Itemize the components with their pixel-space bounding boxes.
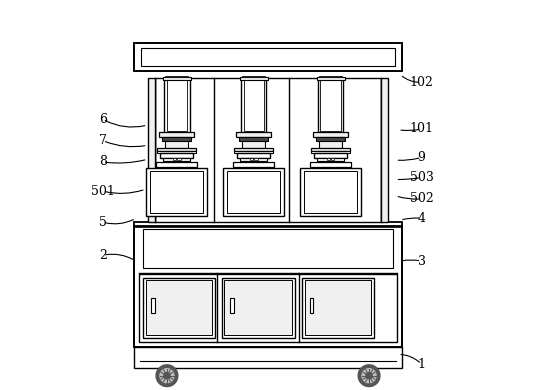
Bar (150, 171, 203, 213)
Polygon shape (362, 369, 376, 383)
Bar (311, 148, 350, 151)
Bar (225, 280, 292, 335)
Bar (173, 158, 176, 160)
Text: 501: 501 (91, 184, 115, 198)
Bar (239, 137, 269, 140)
Bar (155, 78, 381, 222)
Bar (311, 151, 350, 153)
Bar (314, 152, 347, 158)
Bar (134, 347, 402, 368)
Bar (134, 226, 402, 227)
Text: 8: 8 (99, 156, 107, 168)
Bar (178, 159, 180, 161)
Bar (304, 280, 371, 335)
Bar (250, 159, 252, 161)
Bar (310, 298, 314, 313)
Bar (157, 151, 196, 153)
Bar (174, 159, 175, 161)
Bar (157, 148, 196, 151)
Bar (381, 78, 388, 222)
Bar (321, 80, 341, 131)
Bar (317, 158, 344, 161)
Bar (148, 78, 155, 222)
Bar (134, 43, 402, 71)
Bar (255, 158, 257, 160)
Text: 5: 5 (99, 216, 107, 229)
Bar (167, 80, 187, 131)
Bar (324, 160, 338, 162)
Bar (163, 158, 190, 161)
Bar (164, 78, 190, 133)
Bar (162, 137, 191, 140)
Bar (146, 280, 212, 335)
Bar (134, 222, 402, 226)
Bar (304, 171, 357, 213)
Bar (143, 278, 215, 338)
Bar (170, 160, 184, 162)
Polygon shape (366, 372, 372, 379)
Bar (316, 137, 345, 140)
Bar (332, 159, 334, 161)
Text: 102: 102 (410, 76, 434, 89)
Bar (165, 140, 188, 148)
Bar (241, 78, 266, 133)
Text: 502: 502 (410, 192, 434, 206)
Bar (318, 78, 344, 133)
Polygon shape (160, 369, 174, 383)
Bar (177, 158, 181, 160)
Bar (310, 162, 351, 167)
Text: 503: 503 (410, 171, 434, 184)
Bar (317, 77, 345, 80)
Bar (242, 140, 265, 148)
Bar (143, 229, 393, 268)
Bar (230, 298, 234, 313)
Text: 6: 6 (99, 113, 107, 126)
Bar (327, 159, 330, 161)
Bar (236, 133, 271, 138)
Bar (255, 159, 257, 161)
Bar (247, 160, 260, 162)
Bar (233, 162, 274, 167)
Text: 4: 4 (418, 212, 426, 225)
Text: 9: 9 (418, 151, 426, 164)
Text: 2: 2 (99, 249, 107, 262)
Bar (234, 151, 273, 153)
Bar (319, 140, 342, 148)
Bar (224, 168, 284, 216)
Bar (240, 77, 267, 80)
Bar (234, 148, 273, 151)
Bar (313, 133, 348, 138)
Bar (250, 158, 253, 160)
Bar (243, 80, 264, 131)
Text: 101: 101 (410, 122, 434, 135)
Bar (319, 76, 342, 77)
Bar (139, 274, 397, 342)
Bar (227, 171, 280, 213)
Bar (242, 76, 265, 77)
Bar (300, 168, 361, 216)
Text: 7: 7 (99, 134, 107, 147)
Bar (165, 76, 188, 77)
Bar (146, 168, 207, 216)
Bar (222, 278, 295, 338)
Polygon shape (156, 365, 178, 386)
Text: 1: 1 (418, 358, 426, 370)
Bar (331, 158, 334, 160)
Polygon shape (164, 372, 170, 379)
Bar (151, 298, 154, 313)
Bar (163, 77, 191, 80)
Bar (237, 152, 270, 158)
Bar (140, 48, 396, 66)
Bar (302, 278, 374, 338)
Bar (326, 158, 330, 160)
Polygon shape (358, 365, 380, 386)
Bar (159, 133, 194, 138)
Bar (134, 226, 402, 347)
Bar (160, 152, 193, 158)
Bar (157, 162, 197, 167)
Text: 3: 3 (418, 255, 426, 268)
Bar (241, 158, 267, 161)
